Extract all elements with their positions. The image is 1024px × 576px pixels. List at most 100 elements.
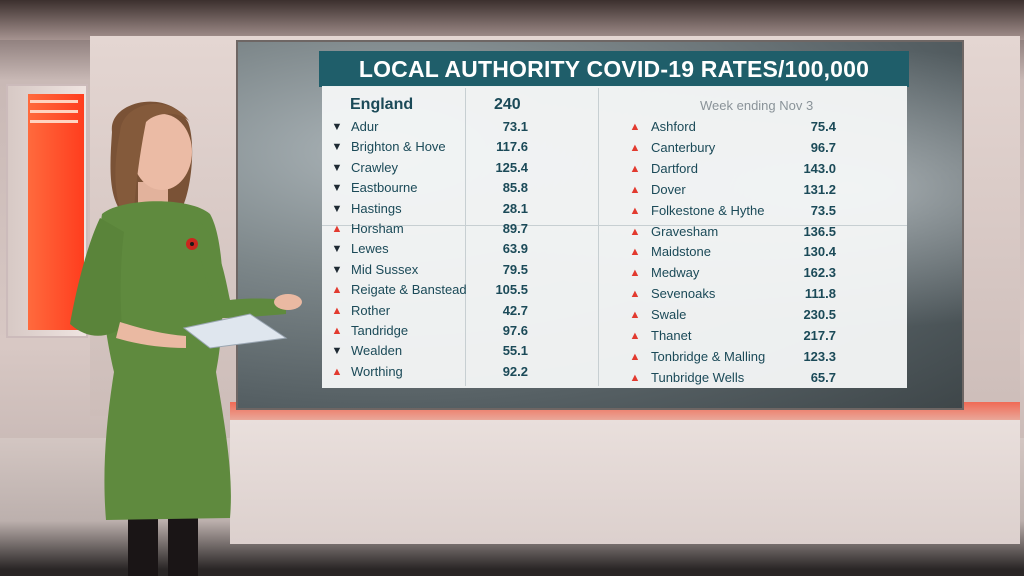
side-panel-stripe bbox=[30, 110, 78, 113]
authority-rate: 42.7 bbox=[502, 302, 528, 318]
authority-name: Horsham bbox=[351, 221, 404, 236]
presenter bbox=[70, 101, 302, 576]
table-row: ▲ Tonbridge & Malling 123.3 bbox=[0, 347, 1024, 367]
table-row: ▼ Lewes 63.9 bbox=[0, 239, 1024, 259]
triangle-up-icon: ▲ bbox=[629, 246, 641, 259]
table-row: ▲ Dartford 143.0 bbox=[0, 159, 1024, 179]
authority-name: Dartford bbox=[651, 160, 698, 176]
triangle-up-icon: ▲ bbox=[629, 309, 641, 322]
authority-name: Folkestone & Hythe bbox=[651, 202, 765, 218]
triangle-up-icon: ▲ bbox=[331, 304, 343, 317]
studio-ceiling bbox=[0, 0, 1024, 40]
presenter-face bbox=[132, 114, 192, 190]
triangle-up-icon: ▲ bbox=[629, 204, 641, 217]
poppy-center bbox=[190, 242, 194, 246]
triangle-up-icon: ▲ bbox=[331, 325, 343, 337]
authority-name: Sevenoaks bbox=[651, 286, 716, 302]
authority-name: Wealden bbox=[351, 343, 403, 359]
presenter-papers bbox=[182, 313, 288, 349]
authority-rate: 92.2 bbox=[502, 363, 528, 379]
triangle-down-icon: ▼ bbox=[331, 263, 343, 276]
table-row: ▼ Eastbourne 85.8 bbox=[0, 178, 1024, 198]
column-divider bbox=[598, 88, 599, 386]
triangle-up-icon: ▲ bbox=[629, 183, 641, 196]
table-row: ▲ Folkestone & Hythe 73.5 bbox=[0, 201, 1024, 221]
authority-name: Thanet bbox=[651, 328, 692, 343]
table-row: ▼ Brighton & Hove 117.6 bbox=[0, 137, 1024, 157]
table-row: ▲ Dover 131.2 bbox=[0, 180, 1024, 200]
side-panel-stripe bbox=[30, 100, 78, 103]
presenter-forearm bbox=[116, 322, 186, 348]
authority-rate: 143.0 bbox=[803, 160, 836, 176]
triangle-up-icon: ▲ bbox=[629, 350, 641, 363]
table-row: ▲ Tandridge 97.6 bbox=[0, 321, 1024, 341]
authority-name: Dover bbox=[651, 181, 686, 197]
presenter-hair-front bbox=[115, 103, 190, 210]
table-row: ▼ Wealden 55.1 bbox=[0, 341, 1024, 361]
triangle-down-icon: ▼ bbox=[331, 141, 343, 154]
triangle-down-icon: ▼ bbox=[331, 121, 343, 133]
table-row: ▲ Swale 230.5 bbox=[0, 305, 1024, 325]
authority-name: Rother bbox=[351, 302, 391, 318]
authority-rate: 28.1 bbox=[502, 200, 528, 216]
table-row: ▲ Sevenoaks 111.8 bbox=[0, 284, 1024, 304]
authority-rate: 97.6 bbox=[502, 323, 528, 338]
table-row: ▲ Rother 42.7 bbox=[0, 301, 1024, 321]
triangle-up-icon: ▲ bbox=[629, 330, 641, 342]
triangle-up-icon: ▲ bbox=[629, 121, 641, 133]
triangle-up-icon: ▲ bbox=[629, 225, 641, 238]
authority-rate: 136.5 bbox=[803, 223, 836, 239]
england-label: England bbox=[350, 96, 414, 113]
presenter-leg bbox=[128, 512, 158, 576]
authority-rate: 73.1 bbox=[502, 119, 528, 134]
table-row: ▼ Hastings 28.1 bbox=[0, 199, 1024, 219]
triangle-up-icon: ▲ bbox=[629, 162, 641, 175]
triangle-down-icon: ▼ bbox=[331, 202, 343, 215]
authority-rate: 55.1 bbox=[502, 343, 528, 359]
graphic-title: LOCAL AUTHORITY COVID-19 RATES/100,000 bbox=[319, 51, 909, 87]
authority-name: Gravesham bbox=[651, 223, 719, 239]
authority-rate: 63.9 bbox=[502, 241, 528, 257]
authority-rate: 96.7 bbox=[810, 139, 836, 155]
authority-name: Hastings bbox=[351, 200, 402, 216]
triangle-up-icon: ▲ bbox=[629, 141, 641, 154]
authority-rate: 75.4 bbox=[810, 119, 836, 134]
week-ending-label: Week ending Nov 3 bbox=[700, 98, 814, 113]
authority-name: Lewes bbox=[351, 241, 389, 257]
triangle-down-icon: ▼ bbox=[331, 182, 343, 195]
side-panel-light bbox=[28, 94, 84, 330]
authority-name: Canterbury bbox=[651, 139, 716, 155]
table-row: ▲ Horsham 89.7 bbox=[0, 219, 1024, 239]
authority-name: Ashford bbox=[651, 119, 696, 134]
authority-name: Tandridge bbox=[351, 323, 409, 338]
authority-rate: 162.3 bbox=[803, 265, 836, 281]
authority-rate: 230.5 bbox=[803, 307, 836, 323]
authority-name: Mid Sussex bbox=[351, 261, 419, 277]
authority-rate: 131.2 bbox=[803, 181, 836, 197]
authority-rate: 217.7 bbox=[803, 328, 836, 343]
desk-panel bbox=[230, 420, 1020, 544]
authority-name: Crawley bbox=[351, 159, 398, 175]
row-divider bbox=[322, 225, 907, 226]
authority-name: Medway bbox=[651, 265, 700, 281]
authority-rate: 73.5 bbox=[810, 202, 836, 218]
authority-name: Reigate & Banstead bbox=[351, 282, 467, 298]
authority-rate: 65.7 bbox=[810, 369, 836, 385]
table-row: ▲ Reigate & Banstead 105.5 bbox=[0, 280, 1024, 300]
column-divider bbox=[465, 88, 466, 386]
triangle-up-icon: ▲ bbox=[629, 371, 641, 384]
table-row: ▼ Adur 73.1 bbox=[0, 117, 1024, 137]
table-row: ▲ Canterbury 96.7 bbox=[0, 138, 1024, 158]
presenter-dress bbox=[99, 201, 231, 520]
authority-rate: 111.8 bbox=[804, 286, 836, 302]
triangle-up-icon: ▲ bbox=[629, 288, 641, 301]
authority-name: Maidstone bbox=[651, 244, 711, 260]
triangle-down-icon: ▼ bbox=[331, 161, 343, 174]
presenter-leg bbox=[168, 512, 198, 576]
triangle-down-icon: ▼ bbox=[331, 243, 343, 256]
table-row: ▲ Worthing 92.2 bbox=[0, 362, 1024, 382]
table-row: ▲ Thanet 217.7 bbox=[0, 326, 1024, 346]
authority-name: Eastbourne bbox=[351, 180, 418, 196]
table-row: ▼ Mid Sussex 79.5 bbox=[0, 260, 1024, 280]
